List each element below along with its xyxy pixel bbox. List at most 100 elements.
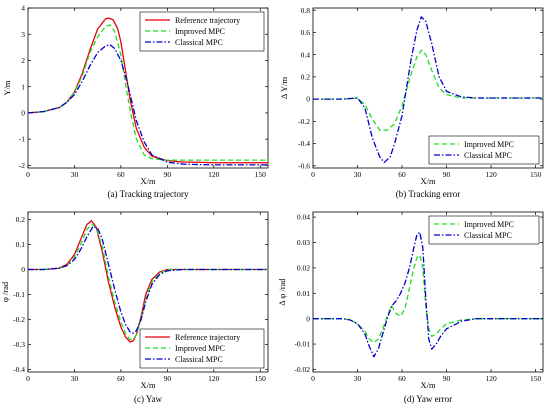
y-tick-label: 0.03	[297, 238, 310, 247]
x-axis-label: X/m	[140, 176, 156, 186]
y-axis-label: Δ Y/m	[279, 76, 289, 99]
y-tick-label: 3	[21, 30, 25, 39]
y-tick-label: 0.2	[16, 215, 26, 224]
y-axis-label: φ /rad	[0, 281, 10, 302]
plot-frame	[312, 7, 544, 169]
y-tick-label: -0.6	[298, 161, 310, 170]
legend-label: Classical MPC	[175, 38, 223, 47]
series-improved-mpc	[313, 254, 543, 344]
x-tick-label: 150	[530, 170, 542, 179]
panel-4: 0 30 60 90 120 150 -0.02 -0.01 0 0.01 0.02 0.03 0.04…	[277, 211, 544, 404]
y-tick-label: -1	[19, 135, 25, 144]
plot-frame	[312, 211, 544, 373]
y-tick-label: 0.8	[301, 6, 311, 15]
x-tick-label: 0	[311, 170, 315, 179]
legend-label: Improved MPC	[175, 344, 225, 353]
y-tick-label: 0.6	[301, 28, 311, 37]
x-tick-label: 120	[208, 374, 220, 383]
legend-box	[139, 11, 265, 52]
x-tick-label: 0	[311, 374, 315, 383]
y-tick-label: -0.4	[13, 365, 25, 374]
x-tick-label: 120	[485, 170, 497, 179]
x-tick-label: 90	[164, 170, 172, 179]
x-axis-label: X/m	[420, 380, 436, 390]
legend-label: Classical MPC	[464, 231, 512, 240]
panel-caption: (d) Yaw error	[404, 394, 452, 404]
series-improved-mpc	[28, 223, 268, 341]
legend-label: Classical MPC	[175, 355, 223, 364]
x-axis-label: X/m	[140, 380, 156, 390]
series-classical-mpc	[313, 16, 543, 164]
plot-frame	[27, 211, 269, 373]
panel-caption: (b) Tracking error	[396, 189, 461, 199]
series-classical-mpc	[28, 225, 268, 334]
legend: Reference trajectory Improved MPC Classica…	[139, 11, 265, 52]
y-tick-label: 0.01	[297, 289, 310, 298]
y-tick-label: 0.4	[301, 50, 311, 59]
y-tick-label: 0.02	[297, 263, 310, 272]
legend-label: Classical MPC	[464, 151, 512, 160]
series-improved-mpc	[313, 49, 543, 131]
y-tick-label: -0.2	[13, 315, 25, 324]
y-tick-label: 0	[306, 95, 310, 104]
y-tick-label: 2	[21, 56, 25, 65]
series-classical-mpc	[313, 231, 543, 358]
series-classical-mpc	[28, 44, 268, 166]
y-tick-label: -0.01	[294, 340, 310, 349]
x-tick-label: 90	[443, 374, 451, 383]
x-tick-label: 150	[255, 374, 267, 383]
x-tick-label: 60	[398, 170, 406, 179]
x-tick-label: 150	[530, 374, 542, 383]
x-tick-label: 30	[71, 170, 79, 179]
y-tick-label: 0	[21, 265, 25, 274]
y-tick-label: 0.2	[301, 72, 311, 81]
y-tick-label: 1	[21, 82, 25, 91]
y-tick-label: -2	[19, 161, 25, 170]
y-tick-label: 0.1	[16, 240, 26, 249]
x-tick-label: 0	[26, 374, 30, 383]
legend-label: Improved MPC	[175, 27, 225, 36]
legend-label: Improved MPC	[464, 140, 514, 149]
y-tick-label: 4	[21, 4, 25, 13]
legend-box	[428, 135, 540, 165]
panel-1: 0 30 60 90 120 150 -2 -1 0 1 2 3 4 Reference trajecto…	[2, 4, 269, 199]
legend: Improved MPC Classical MPC	[428, 135, 540, 165]
panel-2: 0 30 60 90 120 150 -0.6 -0.4 -0.2 0 0.2 0.4 0.6 0.8 Im…	[279, 6, 544, 199]
panel-3: 0 30 60 90 120 150 -0.4 -0.3 -0.2 -0.1 0 0.1 0.2 Refe…	[0, 211, 269, 404]
legend: Improved MPC Classical MPC	[428, 215, 540, 245]
legend-box	[428, 215, 540, 245]
legend-label: Improved MPC	[464, 220, 514, 229]
x-axis-label: X/m	[420, 176, 436, 186]
y-tick-label: 0	[306, 314, 310, 323]
y-tick-label: -0.02	[294, 365, 310, 374]
x-tick-label: 120	[208, 170, 220, 179]
x-tick-label: 60	[117, 374, 125, 383]
y-axis-label: Δ φ /rad	[277, 278, 287, 306]
y-tick-label: -0.2	[298, 117, 310, 126]
legend-box	[139, 328, 265, 369]
x-tick-label: 90	[443, 170, 451, 179]
x-tick-label: 120	[485, 374, 497, 383]
legend: Reference trajectory Improved MPC Classica…	[139, 328, 265, 369]
y-tick-label: -0.3	[13, 340, 25, 349]
y-tick-label: 0.04	[297, 213, 310, 222]
legend-label: Reference trajectory	[175, 16, 240, 25]
y-tick-label: 0	[21, 109, 25, 118]
x-tick-label: 60	[398, 374, 406, 383]
x-tick-label: 90	[164, 374, 172, 383]
series-improved-mpc	[28, 24, 268, 161]
legend-label: Reference trajectory	[175, 333, 240, 342]
y-tick-label: -0.1	[13, 290, 25, 299]
panel-caption: (a) Tracking trajectory	[108, 189, 189, 199]
x-tick-label: 150	[255, 170, 267, 179]
x-tick-label: 60	[117, 170, 125, 179]
y-axis-label: Y/m	[2, 80, 12, 96]
plot-frame	[27, 7, 269, 169]
x-tick-label: 0	[26, 170, 30, 179]
panel-caption: (c) Yaw	[134, 394, 162, 404]
x-tick-label: 30	[71, 374, 79, 383]
x-tick-label: 30	[354, 170, 362, 179]
series-reference-trajectory	[28, 220, 268, 343]
y-tick-label: -0.4	[298, 139, 310, 148]
